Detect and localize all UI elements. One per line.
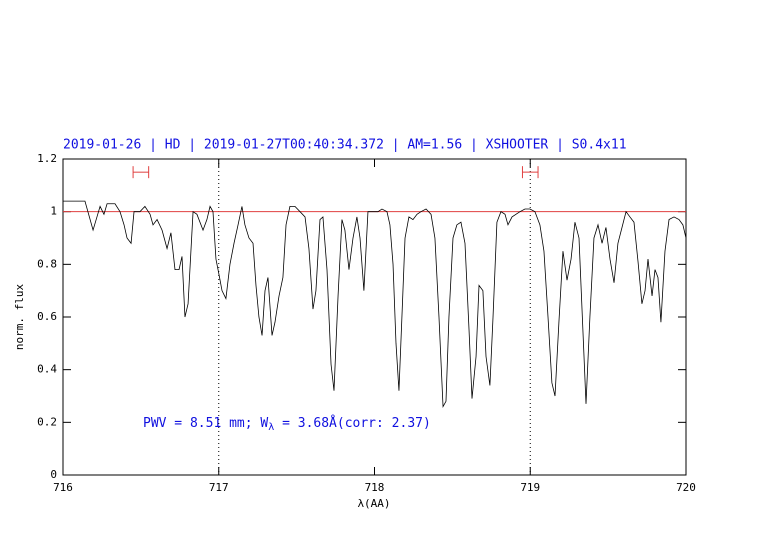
y-tick-label: 0.2 [37,415,57,428]
y-tick-label: 0.4 [37,363,57,376]
chart-title: 2019-01-26 | HD | 2019-01-27T00:40:34.37… [63,138,627,153]
annotation: PWV = 8.51 mm; Wλ = 3.68Å(corr: 2.37) [143,415,431,434]
x-tick-label: 716 [53,481,73,494]
x-axis-label: λ(AA) [357,497,390,510]
y-tick-label: 0 [50,468,57,481]
x-tick-label: 718 [365,481,385,494]
x-tick-label: 720 [676,481,696,494]
range-marker [521,166,539,179]
annotation-text: PWV = 8.51 mm; W [143,416,268,431]
y-axis-label: norm. flux [13,284,26,351]
annotation-text: = 3.68Å(corr: 2.37) [274,415,431,431]
x-tick-label: 719 [520,481,540,494]
range-marker [132,166,150,179]
spectrum-line [63,200,687,408]
y-tick-label: 1 [50,205,57,218]
y-tick-label: 0.8 [37,257,57,270]
y-tick-label: 0.6 [37,310,57,323]
annotation-subscript: λ [268,422,274,433]
x-tick-label: 717 [209,481,229,494]
y-tick-label: 1.2 [37,152,57,165]
